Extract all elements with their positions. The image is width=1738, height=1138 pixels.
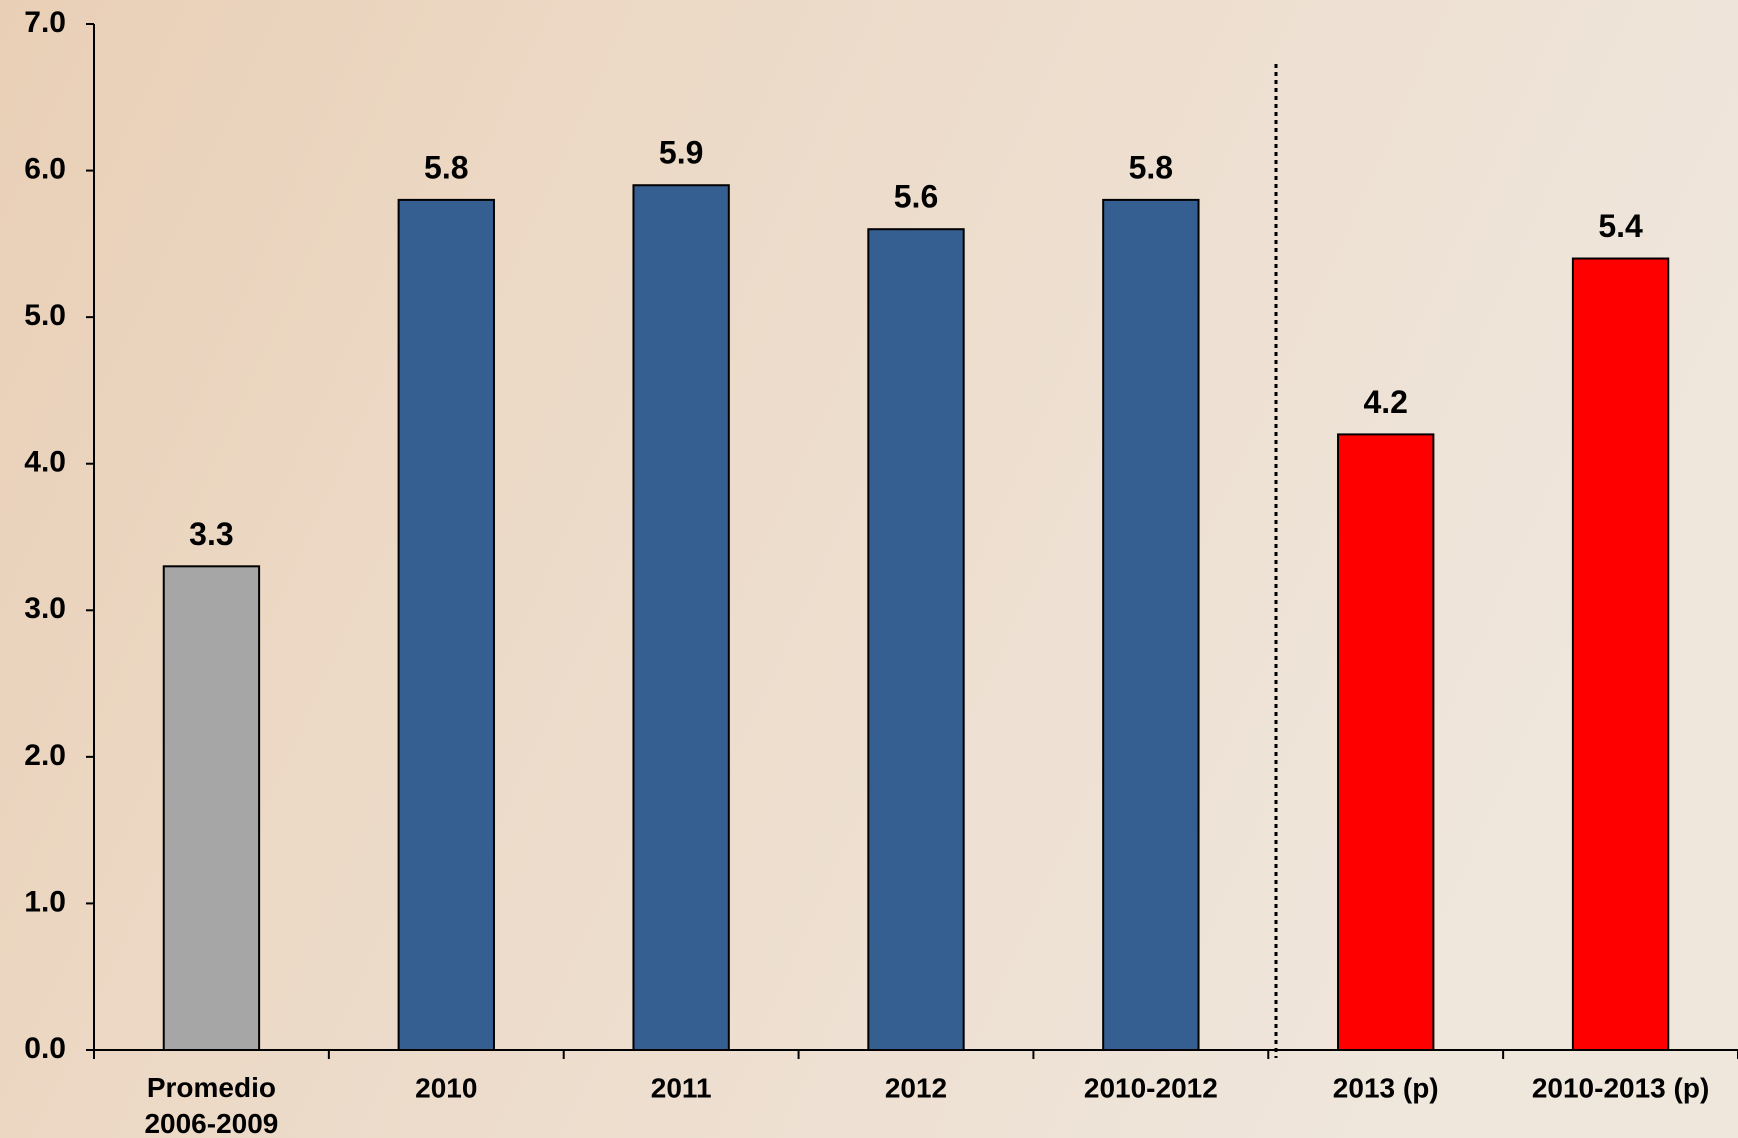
bar <box>1573 259 1668 1050</box>
chart: 0.01.02.03.04.05.06.07.0Promedio2006-200… <box>0 0 1738 1138</box>
y-tick-label: 5.0 <box>24 299 66 332</box>
bar <box>633 185 728 1050</box>
value-label: 5.6 <box>894 179 938 215</box>
y-tick-label: 1.0 <box>24 885 66 918</box>
x-tick-label: 2013 (p) <box>1333 1072 1439 1103</box>
bar <box>1103 200 1198 1050</box>
value-label: 5.8 <box>424 149 468 185</box>
value-label: 5.4 <box>1598 208 1643 244</box>
y-tick-label: 3.0 <box>24 592 66 625</box>
y-tick-label: 6.0 <box>24 152 66 185</box>
bar <box>399 200 494 1050</box>
y-tick-label: 0.0 <box>24 1032 66 1065</box>
x-tick-label: 2012 <box>885 1072 947 1103</box>
x-tick-label: 2010-2012 <box>1084 1072 1218 1103</box>
x-tick-label: 2011 <box>651 1072 712 1103</box>
value-label: 4.2 <box>1363 384 1407 420</box>
bar <box>164 566 259 1050</box>
value-label: 5.8 <box>1129 149 1173 185</box>
bar <box>1338 434 1433 1050</box>
y-tick-label: 7.0 <box>24 6 66 39</box>
bar <box>868 229 963 1050</box>
value-label: 5.9 <box>659 135 703 171</box>
value-label: 3.3 <box>189 516 233 552</box>
x-tick-label: 2010 <box>415 1072 477 1103</box>
x-tick-label: 2010-2013 (p) <box>1532 1072 1709 1103</box>
y-tick-label: 4.0 <box>24 446 66 479</box>
y-tick-label: 2.0 <box>24 739 66 772</box>
